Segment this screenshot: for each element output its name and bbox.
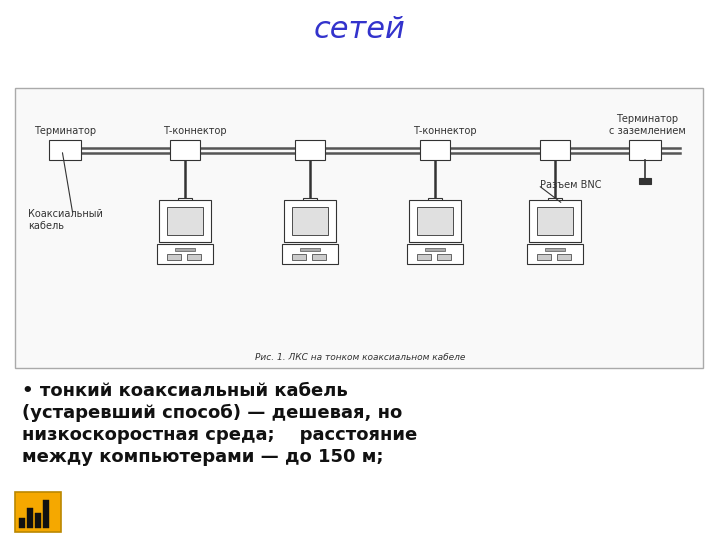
- FancyBboxPatch shape: [428, 198, 442, 210]
- FancyBboxPatch shape: [527, 244, 583, 264]
- FancyBboxPatch shape: [167, 254, 181, 260]
- FancyBboxPatch shape: [167, 207, 203, 235]
- FancyBboxPatch shape: [537, 207, 573, 235]
- Text: Рис. 1. ЛКС на тонком коаксиальном кабеле: Рис. 1. ЛКС на тонком коаксиальном кабел…: [255, 353, 465, 362]
- FancyBboxPatch shape: [292, 254, 306, 260]
- FancyBboxPatch shape: [540, 140, 570, 160]
- FancyBboxPatch shape: [629, 140, 661, 160]
- FancyBboxPatch shape: [15, 492, 61, 532]
- Text: между компьютерами — до 150 м;: между компьютерами — до 150 м;: [22, 448, 384, 466]
- FancyBboxPatch shape: [417, 207, 453, 235]
- Text: сетей: сетей: [314, 15, 406, 44]
- FancyBboxPatch shape: [437, 254, 451, 260]
- FancyBboxPatch shape: [557, 254, 571, 260]
- Text: Разъем BNC: Разъем BNC: [540, 180, 601, 190]
- FancyBboxPatch shape: [27, 508, 33, 528]
- FancyBboxPatch shape: [292, 207, 328, 235]
- FancyBboxPatch shape: [35, 513, 41, 528]
- FancyBboxPatch shape: [175, 248, 195, 251]
- FancyBboxPatch shape: [49, 140, 81, 160]
- FancyBboxPatch shape: [420, 140, 450, 160]
- Text: Т-коннектор: Т-коннектор: [163, 126, 227, 136]
- FancyBboxPatch shape: [425, 248, 445, 251]
- FancyBboxPatch shape: [19, 518, 25, 528]
- FancyBboxPatch shape: [157, 244, 213, 264]
- FancyBboxPatch shape: [409, 200, 461, 242]
- FancyBboxPatch shape: [282, 244, 338, 264]
- FancyBboxPatch shape: [187, 254, 201, 260]
- FancyBboxPatch shape: [170, 140, 200, 160]
- FancyBboxPatch shape: [284, 200, 336, 242]
- FancyBboxPatch shape: [417, 254, 431, 260]
- Text: Терминатор: Терминатор: [34, 126, 96, 136]
- FancyBboxPatch shape: [159, 200, 211, 242]
- FancyBboxPatch shape: [537, 254, 551, 260]
- FancyBboxPatch shape: [303, 198, 317, 210]
- FancyBboxPatch shape: [639, 178, 651, 184]
- FancyBboxPatch shape: [529, 200, 581, 242]
- FancyBboxPatch shape: [300, 248, 320, 251]
- Text: Т-коннектор: Т-коннектор: [413, 126, 477, 136]
- Text: Терминатор
с заземлением: Терминатор с заземлением: [608, 114, 685, 136]
- FancyBboxPatch shape: [43, 500, 49, 528]
- FancyBboxPatch shape: [178, 198, 192, 210]
- Text: Коаксиальный
кабель: Коаксиальный кабель: [28, 209, 103, 231]
- Text: (устаревший способ) — дешевая, но: (устаревший способ) — дешевая, но: [22, 404, 402, 422]
- FancyBboxPatch shape: [15, 88, 703, 368]
- FancyBboxPatch shape: [545, 248, 565, 251]
- Text: низкоскоростная среда;    расстояние: низкоскоростная среда; расстояние: [22, 426, 418, 444]
- FancyBboxPatch shape: [312, 254, 326, 260]
- FancyBboxPatch shape: [407, 244, 463, 264]
- FancyBboxPatch shape: [548, 198, 562, 210]
- FancyBboxPatch shape: [295, 140, 325, 160]
- Text: • тонкий коаксиальный кабель: • тонкий коаксиальный кабель: [22, 382, 348, 400]
